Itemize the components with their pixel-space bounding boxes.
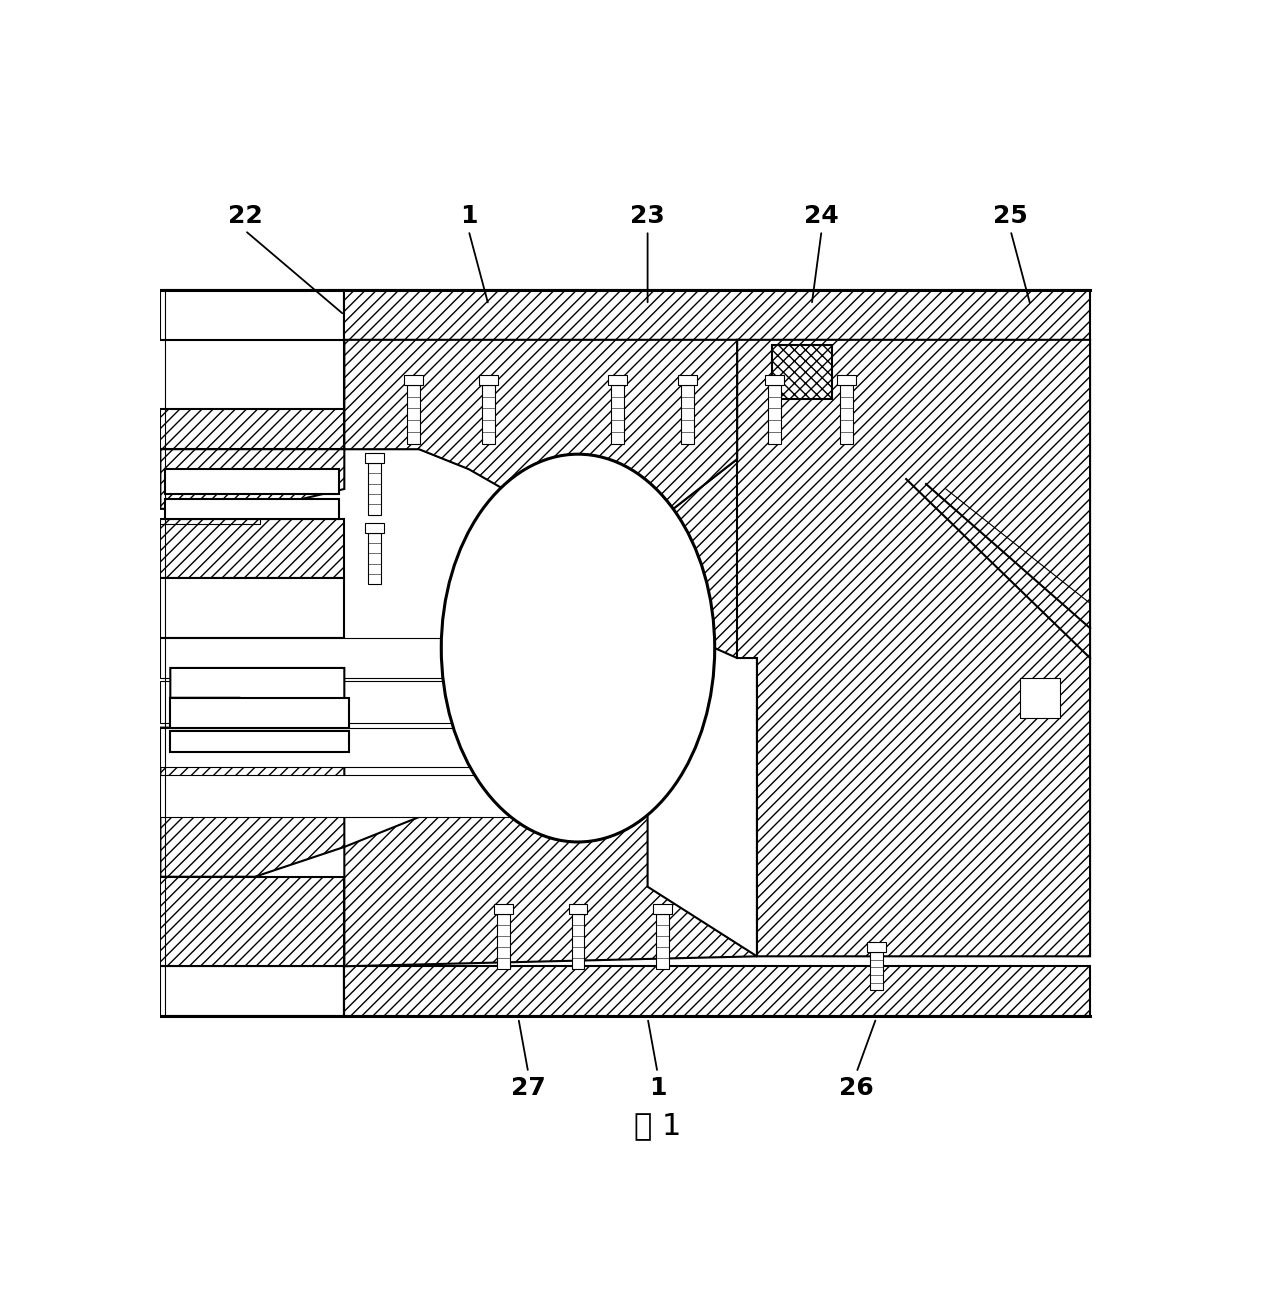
Bar bbox=[608, 375, 627, 384]
Polygon shape bbox=[160, 638, 344, 668]
Text: 24: 24 bbox=[804, 203, 839, 228]
Polygon shape bbox=[344, 773, 757, 967]
Text: 1: 1 bbox=[649, 1075, 666, 1100]
Bar bbox=[494, 904, 513, 913]
Polygon shape bbox=[160, 450, 344, 509]
Bar bbox=[766, 375, 784, 384]
Bar bbox=[166, 499, 339, 519]
Bar bbox=[769, 384, 781, 444]
Text: 26: 26 bbox=[839, 1075, 874, 1100]
Bar bbox=[160, 519, 259, 524]
Bar bbox=[571, 913, 585, 968]
Bar bbox=[404, 375, 423, 384]
Bar bbox=[368, 533, 381, 585]
Bar bbox=[160, 579, 344, 638]
Polygon shape bbox=[160, 787, 344, 877]
Polygon shape bbox=[160, 409, 344, 450]
Bar bbox=[160, 727, 518, 767]
Bar bbox=[677, 375, 697, 384]
Bar bbox=[837, 375, 856, 384]
Bar bbox=[656, 913, 668, 968]
Bar bbox=[160, 638, 518, 678]
Bar bbox=[364, 523, 384, 533]
Bar bbox=[653, 904, 672, 913]
Bar bbox=[482, 384, 495, 444]
Text: 27: 27 bbox=[511, 1075, 545, 1100]
Polygon shape bbox=[171, 668, 344, 713]
Bar bbox=[344, 291, 1091, 340]
Text: 23: 23 bbox=[630, 203, 665, 228]
Bar bbox=[160, 775, 518, 817]
Bar bbox=[611, 384, 625, 444]
Text: 图 1: 图 1 bbox=[634, 1111, 681, 1140]
Bar bbox=[368, 463, 381, 515]
Bar bbox=[497, 913, 509, 968]
Text: 22: 22 bbox=[227, 203, 262, 228]
Bar bbox=[160, 681, 518, 723]
Bar bbox=[160, 967, 344, 1016]
Bar bbox=[171, 698, 349, 727]
Bar bbox=[408, 384, 421, 444]
Bar bbox=[166, 469, 339, 494]
Text: 25: 25 bbox=[993, 203, 1028, 228]
Bar bbox=[1020, 678, 1060, 718]
Bar bbox=[867, 942, 885, 952]
Polygon shape bbox=[160, 519, 344, 579]
Bar bbox=[364, 453, 384, 463]
Bar bbox=[160, 291, 344, 340]
Bar bbox=[772, 345, 831, 400]
Polygon shape bbox=[344, 340, 736, 529]
Bar bbox=[840, 384, 853, 444]
Polygon shape bbox=[160, 727, 344, 807]
Text: 1: 1 bbox=[459, 203, 477, 228]
Bar bbox=[160, 877, 344, 967]
Bar bbox=[344, 967, 1091, 1016]
Ellipse shape bbox=[441, 455, 715, 842]
Bar bbox=[870, 952, 883, 990]
Bar bbox=[171, 731, 349, 752]
Polygon shape bbox=[648, 340, 1091, 956]
Bar bbox=[479, 375, 498, 384]
Bar bbox=[681, 384, 694, 444]
Bar bbox=[568, 904, 588, 913]
